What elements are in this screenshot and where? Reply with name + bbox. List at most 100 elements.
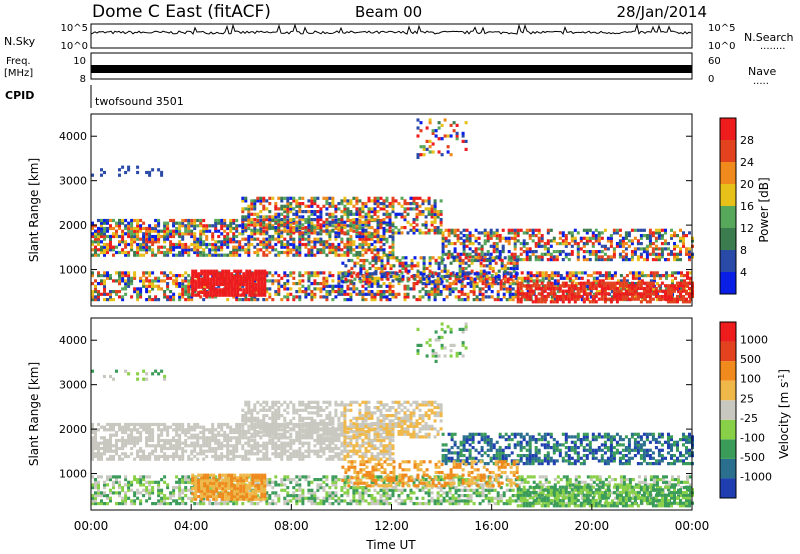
heatmap-cell	[346, 215, 350, 219]
heatmap-cell	[346, 202, 350, 206]
heatmap-cell	[573, 284, 577, 288]
heatmap-cell	[277, 223, 281, 227]
heatmap-cell	[579, 236, 583, 240]
heatmap-cell	[498, 234, 502, 238]
heatmap-cell	[367, 199, 371, 203]
heatmap-cell	[582, 292, 586, 296]
heatmap-cell	[283, 475, 287, 479]
heatmap-cell	[433, 207, 437, 211]
heatmap-cell	[346, 274, 350, 278]
heatmap-cell	[466, 282, 470, 286]
heatmap-cell	[388, 226, 392, 230]
heatmap-cell	[235, 229, 239, 233]
heatmap-cell	[463, 284, 467, 288]
heatmap-cell	[460, 274, 464, 278]
heatmap-cell	[361, 248, 365, 252]
heatmap-cell	[496, 491, 500, 495]
heatmap-cell	[531, 284, 535, 288]
heatmap-cell	[346, 218, 350, 222]
heatmap-cell	[391, 253, 395, 257]
heatmap-cell	[415, 204, 419, 208]
heatmap-cell	[555, 297, 559, 301]
heatmap-cell	[341, 261, 345, 265]
heatmap-cell	[401, 256, 405, 260]
heatmap-cell	[259, 215, 263, 219]
heatmap-cell	[434, 280, 438, 284]
heatmap-cell	[244, 250, 248, 255]
heatmap-cell	[94, 229, 97, 233]
heatmap-cell	[268, 234, 272, 239]
heatmap-cell	[501, 247, 505, 251]
heatmap-cell	[471, 242, 475, 246]
heatmap-cell	[115, 290, 118, 294]
heatmap-cell	[190, 218, 194, 223]
heatmap-cell	[236, 272, 240, 276]
heatmap-cell	[505, 502, 509, 506]
heatmap-cell	[382, 282, 386, 286]
heatmap-cell	[181, 224, 185, 228]
heatmap-cell	[91, 232, 94, 236]
heatmap-cell	[148, 284, 152, 288]
heatmap-cell	[463, 292, 467, 296]
heatmap-cell	[556, 271, 560, 275]
heatmap-cell	[325, 483, 329, 487]
heatmap-cell	[481, 488, 485, 492]
heatmap-cell	[500, 264, 504, 268]
heatmap-cell	[340, 292, 344, 296]
heatmap-cell	[461, 131, 465, 135]
heatmap-cell	[630, 258, 634, 262]
heatmap-cell	[455, 274, 459, 279]
heatmap-cell	[304, 295, 308, 299]
heatmap-cell	[589, 295, 593, 299]
heatmap-cell	[534, 297, 538, 301]
heatmap-cell	[476, 272, 480, 276]
heatmap-cell	[91, 486, 94, 490]
heatmap-cell	[175, 475, 179, 479]
heatmap-cell	[631, 271, 635, 275]
heatmap-cell	[352, 287, 356, 291]
heatmap-cell	[668, 274, 671, 278]
heatmap-cell	[100, 494, 103, 498]
heatmap-cell	[298, 196, 302, 200]
heatmap-cell	[433, 215, 437, 219]
heatmap-cell	[220, 499, 224, 503]
heatmap-cell	[118, 276, 121, 280]
heatmap-cell	[377, 266, 381, 271]
heatmap-cell	[436, 499, 440, 503]
heatmap-cell	[477, 236, 481, 240]
heatmap-cell	[334, 486, 338, 490]
heatmap-cell	[253, 218, 257, 222]
heatmap-cell	[529, 274, 533, 278]
heatmap-cell	[642, 289, 646, 293]
heatmap-cell	[247, 218, 251, 222]
heatmap-cell	[436, 494, 440, 498]
heatmap-cell	[398, 261, 402, 265]
heatmap-cell	[304, 232, 308, 236]
heatmap-cell	[139, 491, 143, 495]
heatmap-cell	[421, 282, 425, 286]
heatmap-cell	[292, 271, 296, 275]
heatmap-cell	[136, 165, 140, 169]
heatmap-cell	[537, 284, 541, 288]
heatmap-cell	[295, 250, 299, 255]
heatmap-cell	[468, 242, 472, 246]
heatmap-cell	[223, 229, 227, 233]
heatmap-cell	[151, 237, 155, 241]
heatmap-cell	[233, 282, 237, 287]
heatmap-cell	[121, 298, 125, 302]
heatmap-cell	[361, 232, 365, 236]
heatmap-cell	[242, 272, 246, 276]
heatmap-cell	[422, 264, 426, 268]
heatmap-cell	[462, 252, 466, 256]
heatmap-cell	[148, 229, 152, 233]
heatmap-cell	[582, 289, 586, 293]
heatmap-cell	[310, 290, 314, 294]
heatmap-cell	[380, 256, 384, 260]
heatmap-cell	[160, 279, 164, 283]
heatmap-cell	[496, 295, 500, 299]
heatmap-cell	[627, 297, 631, 301]
heatmap-cell	[350, 280, 354, 284]
heatmap-cell	[325, 232, 329, 236]
heatmap-cell	[382, 202, 386, 206]
heatmap-cell	[388, 250, 392, 255]
